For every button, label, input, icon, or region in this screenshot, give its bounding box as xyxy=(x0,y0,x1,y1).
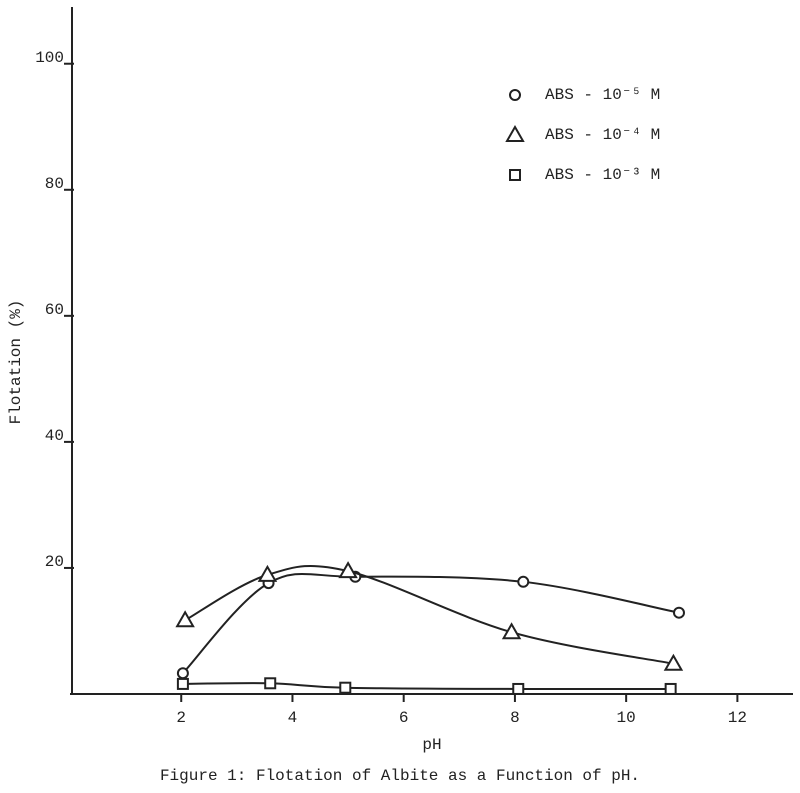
marker xyxy=(338,561,358,579)
y-tick-label: 60 xyxy=(45,301,64,319)
marker xyxy=(664,682,677,695)
legend-marker xyxy=(509,89,521,101)
x-tick-label: 10 xyxy=(617,709,636,727)
marker xyxy=(176,677,189,690)
legend-label: ABS - 10⁻³ M xyxy=(545,166,660,184)
marker xyxy=(512,682,525,695)
legend-label: ABS - 10⁻⁵ M xyxy=(545,86,660,104)
caption: Figure 1: Flotation of Albite as a Funct… xyxy=(160,767,640,785)
marker xyxy=(176,667,189,680)
marker xyxy=(264,677,277,690)
x-tick-label: 12 xyxy=(728,709,747,727)
marker xyxy=(501,622,522,640)
marker xyxy=(663,653,684,671)
marker xyxy=(517,575,530,588)
marker xyxy=(339,681,352,694)
y-tick-label: 80 xyxy=(45,175,64,193)
marker xyxy=(175,610,195,628)
y-tick-label: 40 xyxy=(45,427,64,445)
y-axis-label: Flotation (%) xyxy=(7,300,25,425)
y-tick-label: 100 xyxy=(35,49,64,67)
x-tick-label: 8 xyxy=(510,709,520,727)
x-tick-label: 2 xyxy=(176,709,186,727)
x-tick-label: 4 xyxy=(288,709,298,727)
series-line xyxy=(184,564,674,665)
series-line xyxy=(182,572,680,674)
x-axis-label: pH xyxy=(422,736,441,754)
marker xyxy=(672,606,685,619)
legend-label: ABS - 10⁻⁴ M xyxy=(545,126,660,144)
marker xyxy=(257,564,278,582)
y-tick-label: 20 xyxy=(45,553,64,571)
x-tick-label: 6 xyxy=(399,709,409,727)
legend-marker xyxy=(509,169,521,181)
legend-marker xyxy=(505,124,525,142)
series-line xyxy=(182,682,671,691)
